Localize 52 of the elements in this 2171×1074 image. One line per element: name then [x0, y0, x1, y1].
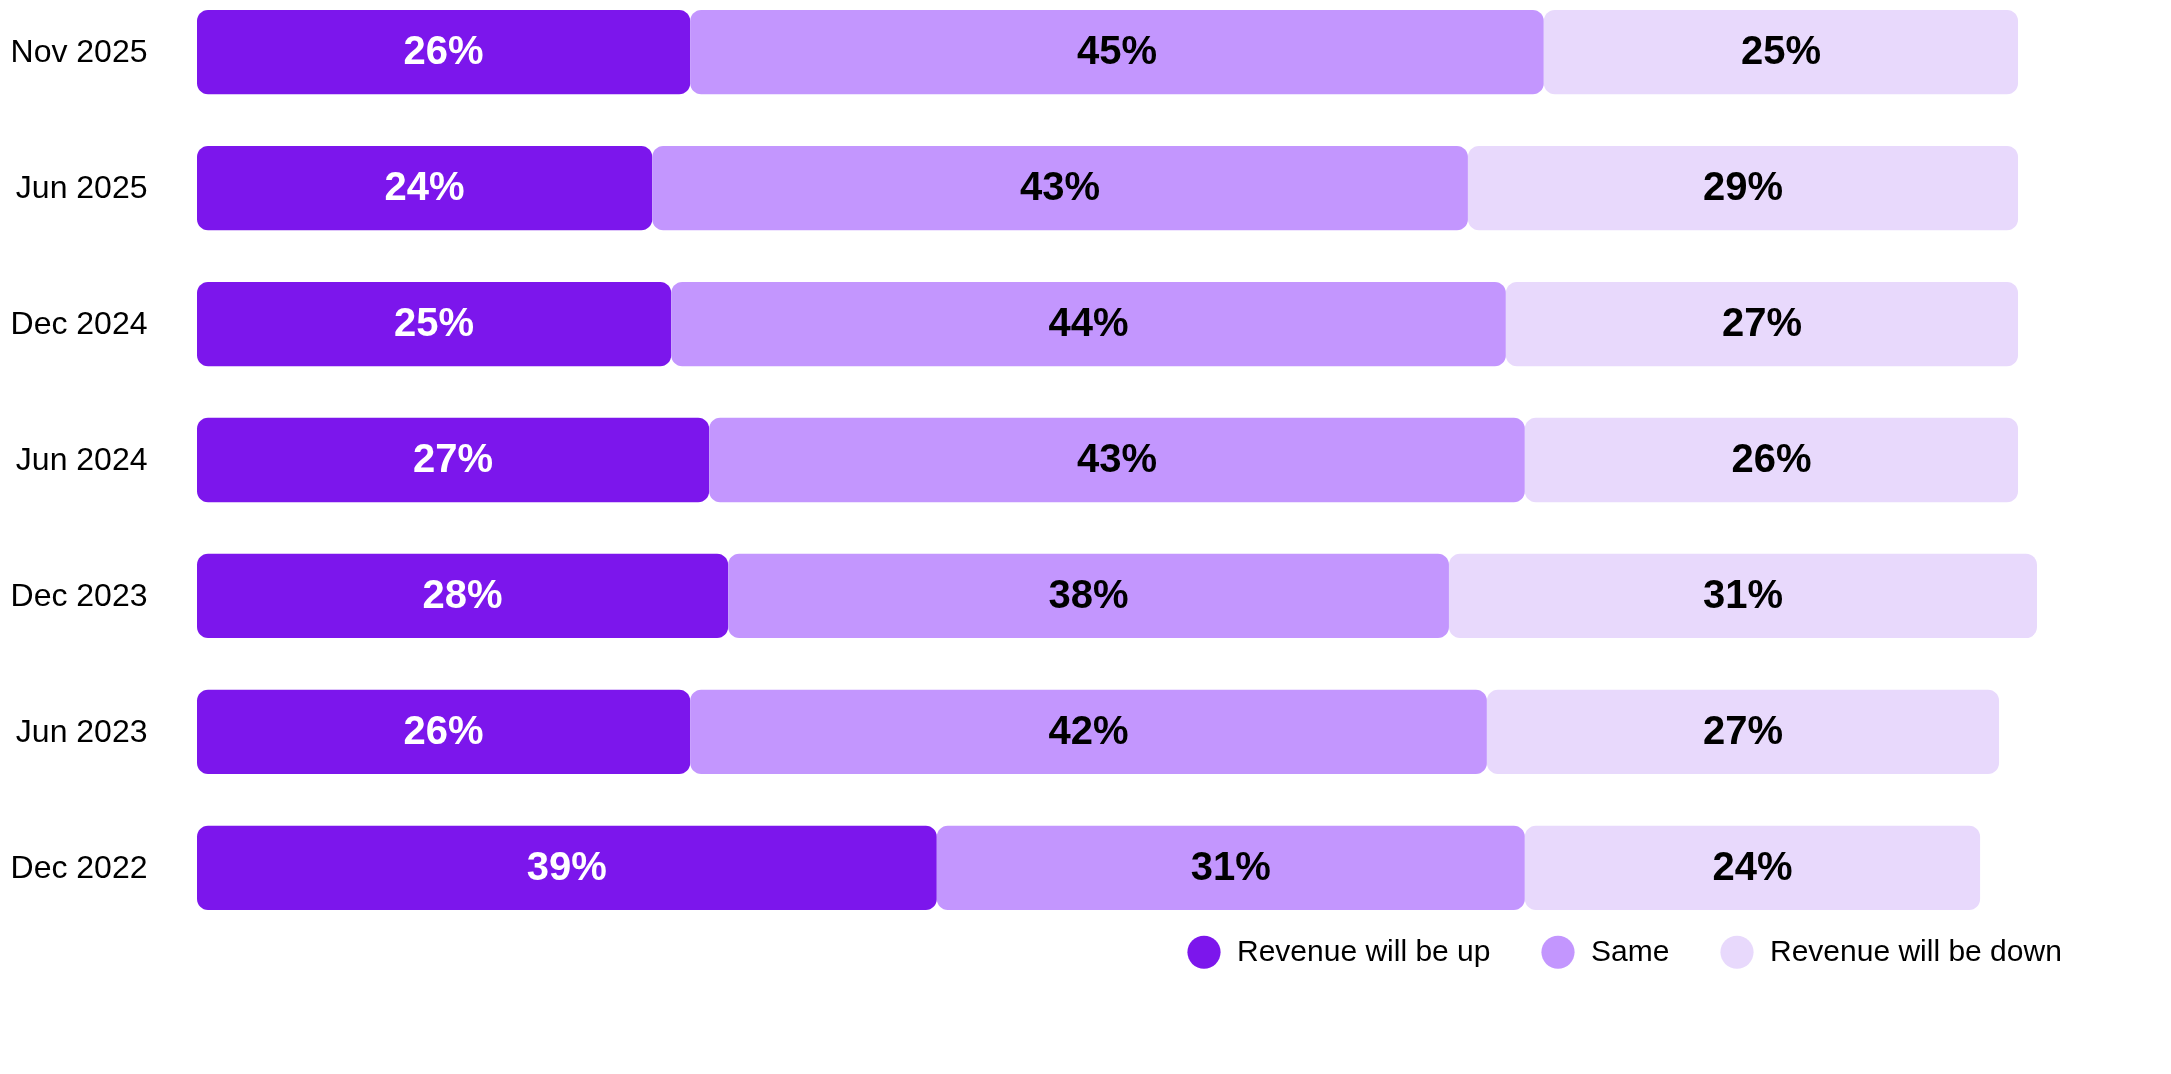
y-tick-label: Dec 2023	[10, 576, 148, 613]
data-label: 26%	[1731, 436, 1812, 480]
bar	[197, 553, 729, 639]
data-label: 39%	[526, 843, 607, 888]
bar	[728, 553, 1449, 639]
bar	[1448, 553, 2037, 639]
bar	[1505, 281, 2019, 367]
bar	[690, 10, 1544, 95]
data-label: 28%	[422, 571, 503, 616]
y-tick-label: Dec 2022	[10, 848, 148, 885]
bar	[197, 10, 691, 95]
data-label: 24%	[1712, 843, 1793, 888]
data-label: 27%	[1702, 707, 1784, 752]
bar	[690, 689, 1487, 775]
bar	[197, 281, 672, 367]
data-label: 43%	[1076, 436, 1158, 480]
bar	[197, 145, 653, 231]
bar	[709, 417, 1525, 503]
bar	[652, 145, 1468, 231]
data-label: 43%	[1020, 164, 1101, 209]
bar	[197, 417, 710, 503]
y-tick-label: Dec 2024	[10, 305, 148, 342]
bar	[197, 689, 691, 775]
data-label: 31%	[1190, 843, 1271, 888]
legend-label: Revenue will be up	[1237, 934, 1491, 968]
bar	[1524, 825, 1981, 910]
data-label: 31%	[1702, 571, 1784, 616]
bar	[1543, 10, 2019, 95]
data-label: 24%	[384, 164, 465, 209]
data-label: 29%	[1702, 164, 1784, 209]
bar	[1486, 689, 2000, 775]
data-label: 25%	[1740, 28, 1821, 73]
bar	[936, 825, 1525, 910]
bar	[197, 825, 937, 910]
data-label: 27%	[413, 436, 494, 480]
y-tick-label: Jun 2023	[15, 712, 148, 749]
data-label: 26%	[403, 707, 484, 752]
y-tick-label: Jun 2025	[15, 169, 148, 206]
data-label: 25%	[394, 300, 475, 345]
data-label: 27%	[1721, 300, 1802, 345]
data-label: 42%	[1048, 707, 1129, 752]
data-label: 38%	[1048, 571, 1129, 616]
legend-label: Same	[1591, 934, 1670, 968]
data-label: 44%	[1048, 300, 1129, 345]
data-label: 26%	[403, 28, 484, 73]
data-label: 45%	[1076, 28, 1158, 73]
bar	[671, 281, 1506, 367]
y-tick-label: Nov 2025	[10, 33, 148, 70]
bar	[1467, 145, 2019, 231]
legend-label: Revenue will be down	[1770, 934, 2062, 968]
y-tick-label: Jun 2024	[15, 441, 148, 477]
bar	[1524, 417, 2019, 503]
